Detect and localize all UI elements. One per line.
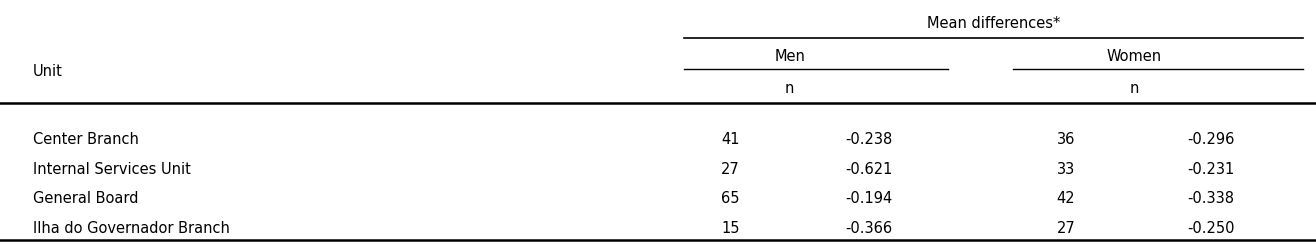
Text: -0.366: -0.366 [845, 220, 892, 235]
Text: -0.250: -0.250 [1187, 220, 1234, 235]
Text: 41: 41 [721, 132, 740, 147]
Text: 33: 33 [1057, 162, 1075, 177]
Text: Women: Women [1107, 49, 1162, 64]
Text: Center Branch: Center Branch [33, 132, 138, 147]
Text: 27: 27 [1057, 220, 1075, 235]
Text: 36: 36 [1057, 132, 1075, 147]
Text: -0.194: -0.194 [845, 191, 892, 206]
Text: Unit: Unit [33, 64, 63, 79]
Text: 27: 27 [721, 162, 740, 177]
Text: Ilha do Governador Branch: Ilha do Governador Branch [33, 220, 230, 235]
Text: -0.338: -0.338 [1187, 191, 1234, 206]
Text: Internal Services Unit: Internal Services Unit [33, 162, 191, 177]
Text: 15: 15 [721, 220, 740, 235]
Text: Men: Men [774, 49, 805, 64]
Text: -0.231: -0.231 [1187, 162, 1234, 177]
Text: n: n [1129, 81, 1140, 96]
Text: Mean differences*: Mean differences* [926, 16, 1061, 31]
Text: 65: 65 [721, 191, 740, 206]
Text: n: n [784, 81, 795, 96]
Text: -0.238: -0.238 [845, 132, 892, 147]
Text: -0.296: -0.296 [1187, 132, 1234, 147]
Text: -0.621: -0.621 [845, 162, 892, 177]
Text: General Board: General Board [33, 191, 138, 206]
Text: 42: 42 [1057, 191, 1075, 206]
